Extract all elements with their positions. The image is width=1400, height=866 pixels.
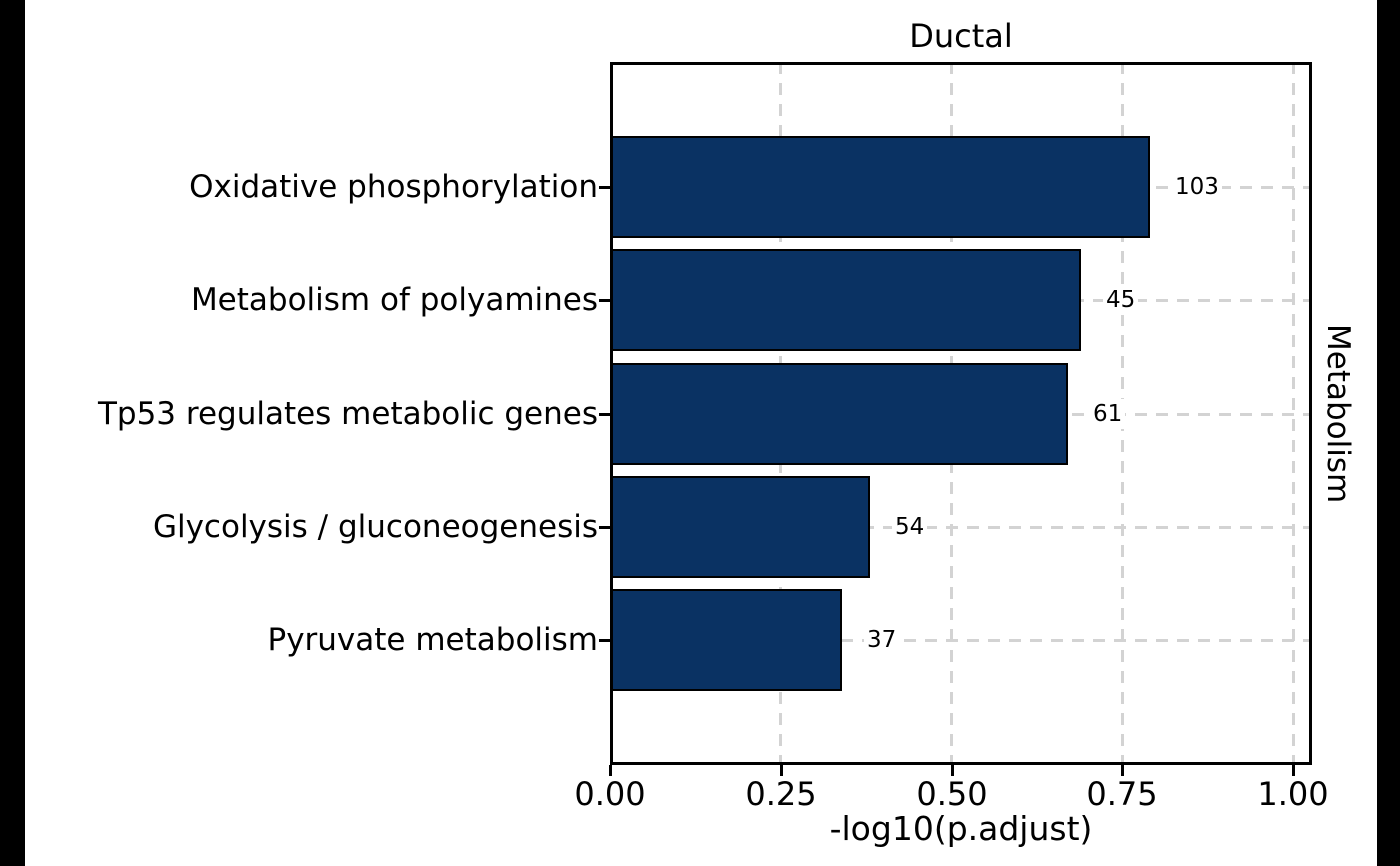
x-tick bbox=[780, 765, 783, 776]
x-axis-tick-label: 0.50 bbox=[916, 775, 988, 813]
x-axis-tick-label: 0.75 bbox=[1086, 775, 1158, 813]
letterbox-right bbox=[1377, 0, 1400, 866]
category-label: Oxidative phosphorylation bbox=[189, 169, 598, 205]
bar-value-label: 45 bbox=[1103, 285, 1139, 315]
x-axis-tick-label: 1.00 bbox=[1257, 775, 1329, 813]
chart-title: Ductal bbox=[909, 17, 1013, 55]
x-tick bbox=[609, 765, 612, 776]
y-axis-labels: Oxidative phosphorylation Metabolism of p… bbox=[0, 0, 598, 866]
bar bbox=[610, 589, 842, 691]
bar-value-label: 54 bbox=[892, 512, 928, 542]
x-tick bbox=[1292, 765, 1295, 776]
bar bbox=[610, 136, 1150, 238]
category-label: Metabolism of polyamines bbox=[190, 282, 598, 318]
bar-value-label: 103 bbox=[1172, 172, 1222, 202]
y-tick bbox=[599, 526, 610, 529]
category-label: Glycolysis / gluconeogenesis bbox=[152, 509, 598, 545]
grid-line-horizontal bbox=[610, 639, 1312, 642]
x-tick bbox=[1121, 765, 1124, 776]
category-label: Tp53 regulates metabolic genes bbox=[97, 396, 598, 432]
y-tick bbox=[599, 639, 610, 642]
bar-value-label: 37 bbox=[864, 625, 900, 655]
bar bbox=[610, 249, 1081, 351]
plot-panel: 103 45 61 54 37 bbox=[610, 62, 1312, 765]
y-tick bbox=[599, 413, 610, 416]
x-tick bbox=[951, 765, 954, 776]
category-label: Pyruvate metabolism bbox=[267, 622, 599, 658]
x-axis-tick-label: 0.25 bbox=[745, 775, 817, 813]
grid-line-horizontal bbox=[610, 526, 1312, 529]
facet-strip-label: Metabolism bbox=[1320, 323, 1356, 504]
y-tick bbox=[599, 299, 610, 302]
bar bbox=[610, 363, 1068, 465]
bar-value-label: 61 bbox=[1090, 399, 1126, 429]
x-axis-tick-label: 0.00 bbox=[574, 775, 646, 813]
y-tick bbox=[599, 186, 610, 189]
bar bbox=[610, 476, 870, 578]
letterbox-left bbox=[0, 0, 25, 866]
x-axis-title: -log10(p.adjust) bbox=[829, 809, 1093, 848]
